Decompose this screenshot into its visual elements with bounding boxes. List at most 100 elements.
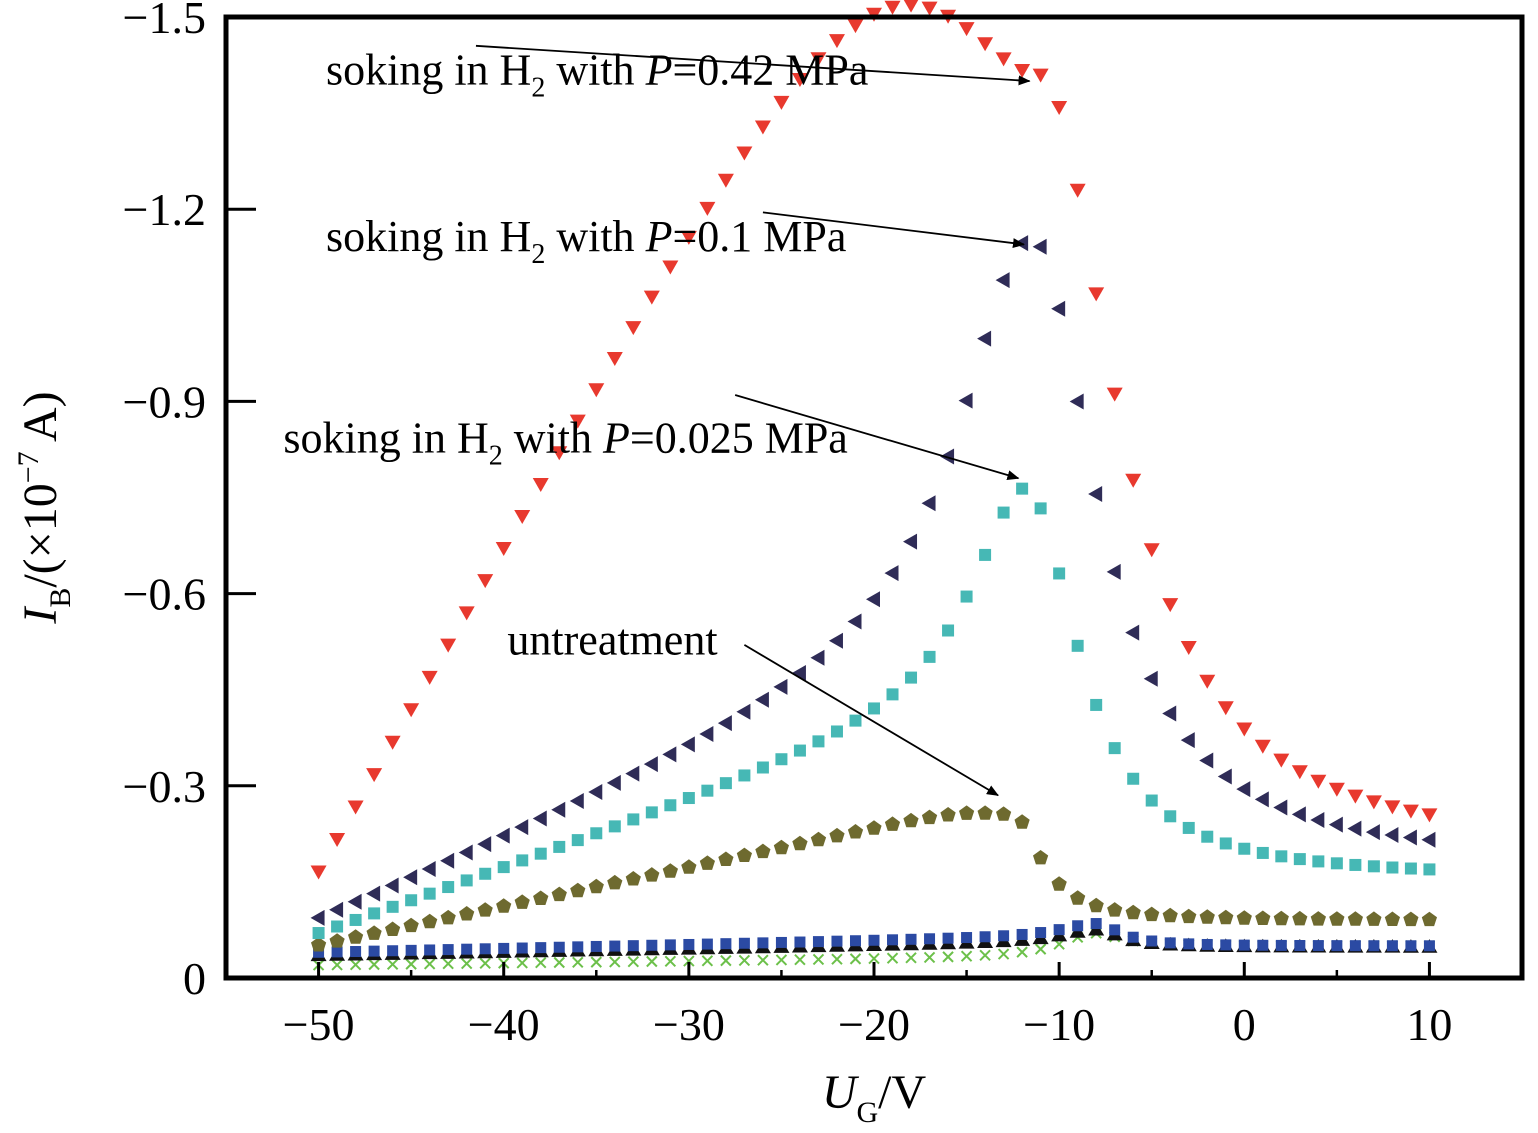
data-point (1273, 799, 1288, 816)
data-point (847, 824, 864, 839)
data-point (368, 958, 380, 971)
data-point (1180, 732, 1195, 749)
y-tick-label: −1.2 (123, 184, 206, 235)
data-series-group (310, 0, 1438, 971)
data-point (347, 893, 362, 910)
data-point (1090, 918, 1102, 930)
data-point (828, 632, 843, 649)
data-point (535, 957, 547, 969)
data-point (384, 735, 401, 750)
x-axis-title: UG/V (822, 1066, 927, 1128)
x-tick-label: −10 (1023, 999, 1095, 1050)
data-point (794, 936, 806, 948)
data-point (1033, 850, 1049, 865)
data-point (405, 894, 418, 907)
data-point (831, 935, 843, 947)
data-point (942, 624, 955, 637)
annotation-text: soking in H (326, 212, 531, 261)
data-point (681, 859, 697, 874)
data-point (1144, 906, 1160, 922)
data-point (849, 953, 862, 965)
data-point (442, 958, 454, 970)
data-point (1236, 722, 1253, 737)
data-point (643, 756, 658, 773)
data-point (1403, 911, 1419, 927)
x-tick-label: 0 (1233, 999, 1256, 1050)
y-axis-title: IB/(×10−7 A) (12, 391, 77, 624)
data-point (1109, 924, 1121, 936)
y-axis: 0 −0.3 −0.6 −0.9 −1.2 −1.5 (123, 0, 256, 1004)
data-point (794, 953, 806, 966)
data-point (1238, 842, 1251, 855)
data-point (1088, 287, 1105, 302)
data-point (793, 744, 806, 757)
data-point (1421, 831, 1436, 848)
data-point (625, 871, 641, 886)
data-point (421, 861, 436, 878)
data-point (479, 943, 491, 955)
data-point (921, 809, 938, 825)
data-point (645, 806, 658, 819)
data-point (1405, 940, 1417, 952)
data-point (1106, 563, 1121, 580)
data-point (1034, 943, 1047, 955)
data-point (1035, 927, 1047, 939)
data-point (1070, 890, 1086, 905)
data-point (773, 678, 788, 695)
data-point (1162, 705, 1177, 722)
data-point (736, 703, 751, 720)
data-point (1384, 800, 1401, 815)
data-point (720, 954, 732, 967)
data-point (331, 920, 344, 933)
data-point (459, 906, 475, 921)
data-point (810, 649, 825, 666)
data-point (1220, 939, 1232, 951)
data-point (998, 930, 1010, 942)
data-point (553, 840, 566, 853)
data-point (1201, 938, 1213, 950)
data-point (701, 784, 714, 797)
data-point (1292, 910, 1308, 926)
y-tick-label: 0 (183, 953, 206, 1004)
data-point (1053, 567, 1066, 580)
data-point (1069, 183, 1086, 198)
data-point (979, 949, 991, 961)
data-point (1402, 804, 1419, 819)
data-point (627, 955, 640, 968)
data-point (958, 392, 973, 409)
data-point (495, 542, 512, 557)
annotation-text: =0.42 MPa (672, 45, 868, 94)
data-point (960, 950, 973, 962)
data-point (1255, 910, 1271, 925)
data-point (1293, 853, 1306, 866)
series-p01 (310, 235, 1436, 926)
data-point (424, 944, 436, 956)
data-point (942, 951, 954, 963)
data-point (331, 946, 343, 958)
data-point (349, 958, 362, 971)
data-point (477, 902, 493, 917)
data-point (884, 565, 899, 582)
data-point (1125, 624, 1140, 641)
data-point (1032, 238, 1047, 255)
data-point (405, 944, 417, 956)
y-title-unit: A) (14, 391, 67, 451)
data-point (868, 952, 880, 965)
data-point (996, 806, 1012, 821)
data-point (757, 954, 769, 966)
data-point (1053, 924, 1065, 936)
x-tick-label: −30 (653, 999, 725, 1050)
data-point (1275, 850, 1288, 863)
data-point (1088, 897, 1104, 913)
data-point (866, 591, 880, 608)
data-point (497, 861, 510, 874)
annotation-2: soking in H2 with P=0.1 MPa (326, 211, 1025, 270)
data-point (1032, 68, 1049, 83)
data-point (553, 941, 565, 953)
data-point (905, 952, 917, 964)
data-point (828, 34, 845, 49)
data-point (683, 938, 695, 950)
data-point (403, 703, 420, 718)
data-point (791, 664, 806, 681)
data-point (1347, 789, 1364, 804)
